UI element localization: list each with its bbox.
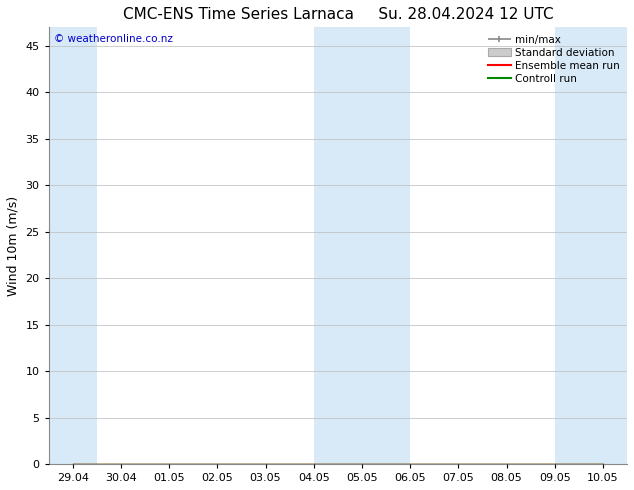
Bar xyxy=(314,27,410,464)
Title: CMC-ENS Time Series Larnaca     Su. 28.04.2024 12 UTC: CMC-ENS Time Series Larnaca Su. 28.04.20… xyxy=(122,7,553,22)
Legend: min/max, Standard deviation, Ensemble mean run, Controll run: min/max, Standard deviation, Ensemble me… xyxy=(486,32,622,86)
Y-axis label: Wind 10m (m/s): Wind 10m (m/s) xyxy=(7,196,20,296)
Text: © weatheronline.co.nz: © weatheronline.co.nz xyxy=(55,34,173,44)
Bar xyxy=(555,27,634,464)
Bar xyxy=(49,27,97,464)
